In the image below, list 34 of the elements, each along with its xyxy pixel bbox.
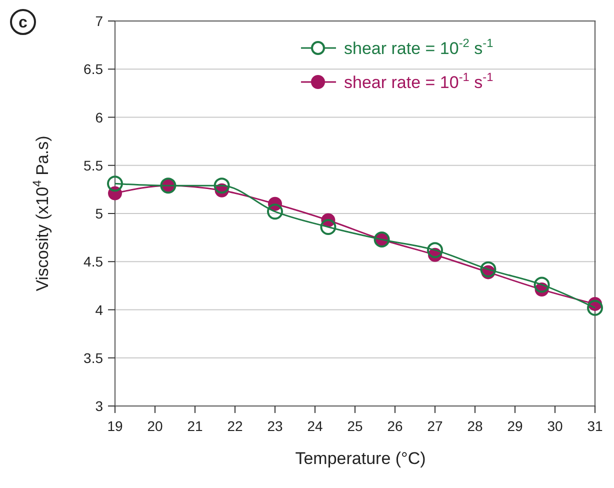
- point: [480, 261, 496, 278]
- point: [267, 204, 283, 220]
- point: [320, 218, 336, 235]
- x-tick-label: 28: [467, 418, 483, 434]
- point: [107, 176, 123, 192]
- y-tick-label: 4.5: [84, 254, 104, 270]
- y-tick-label: 6.5: [84, 61, 104, 78]
- point: [587, 300, 603, 316]
- y-tick-label: 3.5: [84, 350, 104, 366]
- point: [427, 242, 443, 258]
- y-tick-label: 7: [95, 13, 104, 29]
- x-tick-label: 29: [507, 418, 523, 434]
- y-tick-label: 3: [95, 398, 104, 414]
- y-tick-label: 4: [95, 302, 104, 318]
- point: [534, 276, 550, 293]
- circled-letter: c: [10, 9, 36, 35]
- x-tick-label: 24: [307, 418, 323, 434]
- point: [214, 178, 230, 194]
- x-tick-label: 21: [187, 418, 203, 434]
- x-tick-label: 22: [227, 418, 243, 434]
- x-tick-label: 23: [267, 418, 283, 434]
- legend-label: shear rate = 10$^{-2}$ s$^{-1}$: [344, 36, 494, 58]
- x-tick-label: 20: [147, 418, 163, 434]
- x-tick-label: 30: [547, 418, 563, 434]
- x-tick-label: 25: [347, 418, 363, 434]
- legend-label: shear rate = 10$^{-1}$ s$^{-1}$: [344, 70, 494, 92]
- x-tick-label: 19: [107, 418, 123, 434]
- x-tick-label: 26: [387, 418, 403, 434]
- y-tick-label: 5: [95, 206, 104, 222]
- y-tick-label: 5.5: [84, 157, 104, 174]
- x-axis-title: Temperature (°C): [295, 449, 426, 468]
- x-tick-label: 31: [587, 418, 603, 434]
- x-tick-label: 27: [427, 418, 443, 434]
- y-tick-label: 6: [95, 109, 104, 126]
